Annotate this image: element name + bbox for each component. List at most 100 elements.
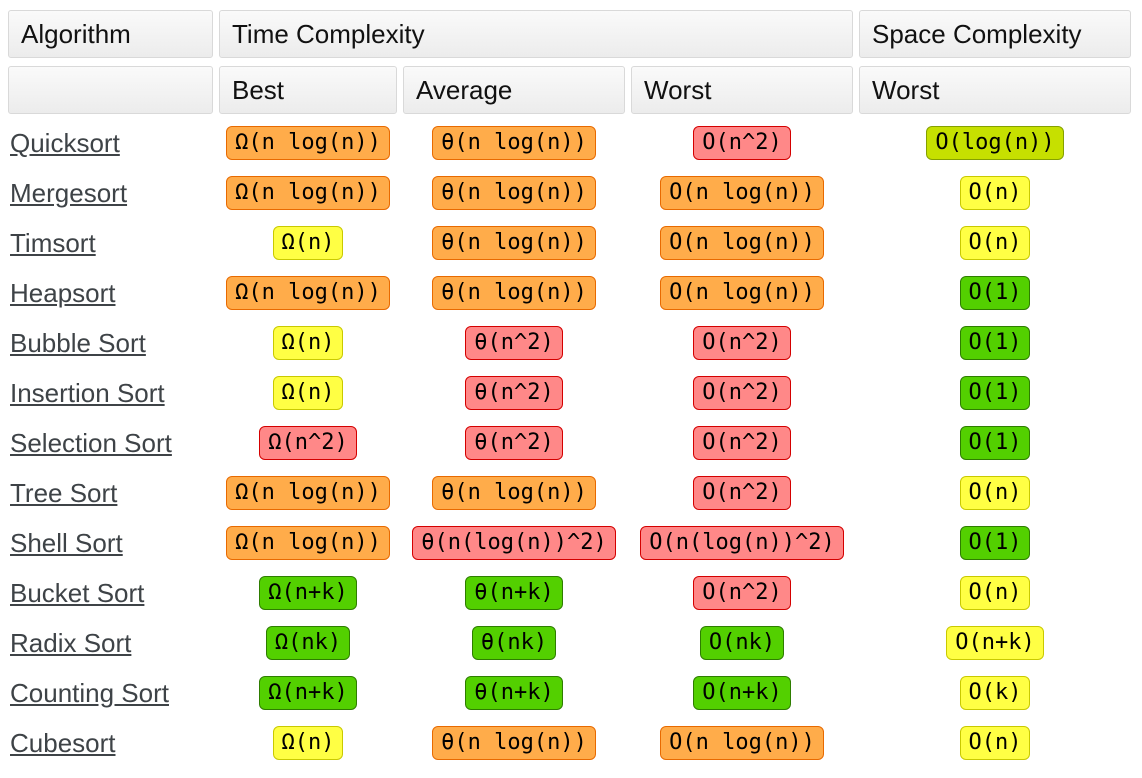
complexity-badge: O(1) <box>959 526 1031 560</box>
average-cell: θ(n+k) <box>403 672 625 714</box>
complexity-badge: O(n) <box>959 476 1031 510</box>
header-best: Best <box>219 66 397 114</box>
best-cell: Ω(n+k) <box>219 572 397 614</box>
worst-cell: O(n^2) <box>631 472 853 514</box>
algorithm-link[interactable]: Heapsort <box>10 277 116 308</box>
average-cell: θ(n log(n)) <box>403 222 625 264</box>
table-row: Cubesort Ω(n) θ(n log(n)) O(n log(n)) O(n) <box>8 722 1131 764</box>
table-row: Quicksort Ω(n log(n)) θ(n log(n)) O(n^2) O(l… <box>8 122 1131 164</box>
complexity-badge: O(n^2) <box>693 576 791 610</box>
complexity-badge: O(n) <box>959 226 1031 260</box>
worst-cell: O(n log(n)) <box>631 222 853 264</box>
table-row: Mergesort Ω(n log(n)) θ(n log(n)) O(n log(n… <box>8 172 1131 214</box>
complexity-badge: O(1) <box>959 276 1031 310</box>
table-row: Insertion Sort Ω(n) θ(n^2) O(n^2) O(1) <box>8 372 1131 414</box>
complexity-badge: Ω(n log(n)) <box>226 476 390 510</box>
best-cell: Ω(n log(n)) <box>219 472 397 514</box>
worst-cell: O(n log(n)) <box>631 172 853 214</box>
algorithm-cell: Heapsort <box>8 272 213 314</box>
space-worst-cell: O(log(n)) <box>859 122 1131 164</box>
complexity-badge: O(n^2) <box>693 476 791 510</box>
space-worst-cell: O(1) <box>859 322 1131 364</box>
complexity-badge: O(n^2) <box>693 426 791 460</box>
complexity-badge: θ(n log(n)) <box>432 226 596 260</box>
header-row-groups: Algorithm Time Complexity Space Complexi… <box>8 10 1131 58</box>
complexity-badge: O(n) <box>959 576 1031 610</box>
complexity-badge: θ(n log(n)) <box>432 126 596 160</box>
algorithm-cell: Bubble Sort <box>8 322 213 364</box>
algorithm-link[interactable]: Tree Sort <box>10 477 118 508</box>
header-time-complexity: Time Complexity <box>219 10 853 58</box>
complexity-badge: θ(n+k) <box>465 576 563 610</box>
header-algorithm: Algorithm <box>8 10 213 58</box>
complexity-badge: O(1) <box>959 426 1031 460</box>
complexity-badge: O(n log(n)) <box>660 176 824 210</box>
algorithm-link[interactable]: Selection Sort <box>10 427 172 458</box>
best-cell: Ω(n log(n)) <box>219 522 397 564</box>
average-cell: θ(n+k) <box>403 572 625 614</box>
complexity-badge: Ω(nk) <box>265 626 351 660</box>
space-worst-cell: O(1) <box>859 522 1131 564</box>
average-cell: θ(n log(n)) <box>403 172 625 214</box>
complexity-badge: θ(n log(n)) <box>432 176 596 210</box>
average-cell: θ(n log(n)) <box>403 272 625 314</box>
complexity-badge: O(n^2) <box>693 126 791 160</box>
complexity-badge: O(n log(n)) <box>660 726 824 760</box>
complexity-badge: θ(n^2) <box>465 376 563 410</box>
complexity-badge: O(n log(n)) <box>660 226 824 260</box>
header-average: Average <box>403 66 625 114</box>
table-row: Tree Sort Ω(n log(n)) θ(n log(n)) O(n^2) O(n… <box>8 472 1131 514</box>
complexity-badge: O(1) <box>959 326 1031 360</box>
algorithm-cell: Tree Sort <box>8 472 213 514</box>
table-row: Bubble Sort Ω(n) θ(n^2) O(n^2) O(1) <box>8 322 1131 364</box>
complexity-badge: O(nk) <box>699 626 785 660</box>
best-cell: Ω(n) <box>219 722 397 764</box>
algorithm-link[interactable]: Timsort <box>10 227 96 258</box>
worst-cell: O(n^2) <box>631 372 853 414</box>
complexity-badge: O(n) <box>959 726 1031 760</box>
table-row: Selection Sort Ω(n^2) θ(n^2) O(n^2) O(1) <box>8 422 1131 464</box>
worst-cell: O(n^2) <box>631 422 853 464</box>
table-row: Timsort Ω(n) θ(n log(n)) O(n log(n)) O(n) <box>8 222 1131 264</box>
best-cell: Ω(n log(n)) <box>219 122 397 164</box>
header-space-complexity: Space Complexity <box>859 10 1131 58</box>
algorithm-link[interactable]: Mergesort <box>10 177 128 208</box>
average-cell: θ(n^2) <box>403 422 625 464</box>
worst-cell: O(n^2) <box>631 122 853 164</box>
average-cell: θ(n log(n)) <box>403 722 625 764</box>
algorithm-link[interactable]: Bubble Sort <box>10 327 146 358</box>
complexity-badge: O(n+k) <box>946 626 1044 660</box>
algorithm-link[interactable]: Counting Sort <box>10 677 169 708</box>
algorithm-link[interactable]: Radix Sort <box>10 627 132 658</box>
algorithm-link[interactable]: Quicksort <box>10 127 120 158</box>
complexity-badge: θ(nk) <box>471 626 557 660</box>
space-worst-cell: O(n) <box>859 722 1131 764</box>
algorithm-link[interactable]: Insertion Sort <box>10 377 165 408</box>
average-cell: θ(n(log(n))^2) <box>403 522 625 564</box>
complexity-badge: θ(n log(n)) <box>432 276 596 310</box>
complexity-badge: Ω(n) <box>272 226 344 260</box>
algorithm-link[interactable]: Cubesort <box>10 727 116 758</box>
algorithm-cell: Bucket Sort <box>8 572 213 614</box>
algorithm-cell: Counting Sort <box>8 672 213 714</box>
algorithm-cell: Shell Sort <box>8 522 213 564</box>
algorithm-cell: Radix Sort <box>8 622 213 664</box>
best-cell: Ω(n) <box>219 372 397 414</box>
algorithm-cell: Quicksort <box>8 122 213 164</box>
best-cell: Ω(n log(n)) <box>219 172 397 214</box>
complexity-badge: θ(n^2) <box>465 426 563 460</box>
best-cell: Ω(n) <box>219 322 397 364</box>
complexity-badge: O(n^2) <box>693 376 791 410</box>
complexity-badge: O(n) <box>959 176 1031 210</box>
algorithm-link[interactable]: Shell Sort <box>10 527 123 558</box>
algorithm-link[interactable]: Bucket Sort <box>10 577 145 608</box>
complexity-badge: Ω(n) <box>272 376 344 410</box>
best-cell: Ω(n+k) <box>219 672 397 714</box>
complexity-badge: Ω(n^2) <box>259 426 357 460</box>
space-worst-cell: O(1) <box>859 372 1131 414</box>
table-row: Heapsort Ω(n log(n)) θ(n log(n)) O(n log(n)… <box>8 272 1131 314</box>
table-row: Radix Sort Ω(nk) θ(nk) O(nk) O(n+k) <box>8 622 1131 664</box>
complexity-badge: Ω(n+k) <box>259 676 357 710</box>
complexity-badge: O(n(log(n))^2) <box>640 526 844 560</box>
complexity-badge: O(log(n)) <box>926 126 1064 160</box>
